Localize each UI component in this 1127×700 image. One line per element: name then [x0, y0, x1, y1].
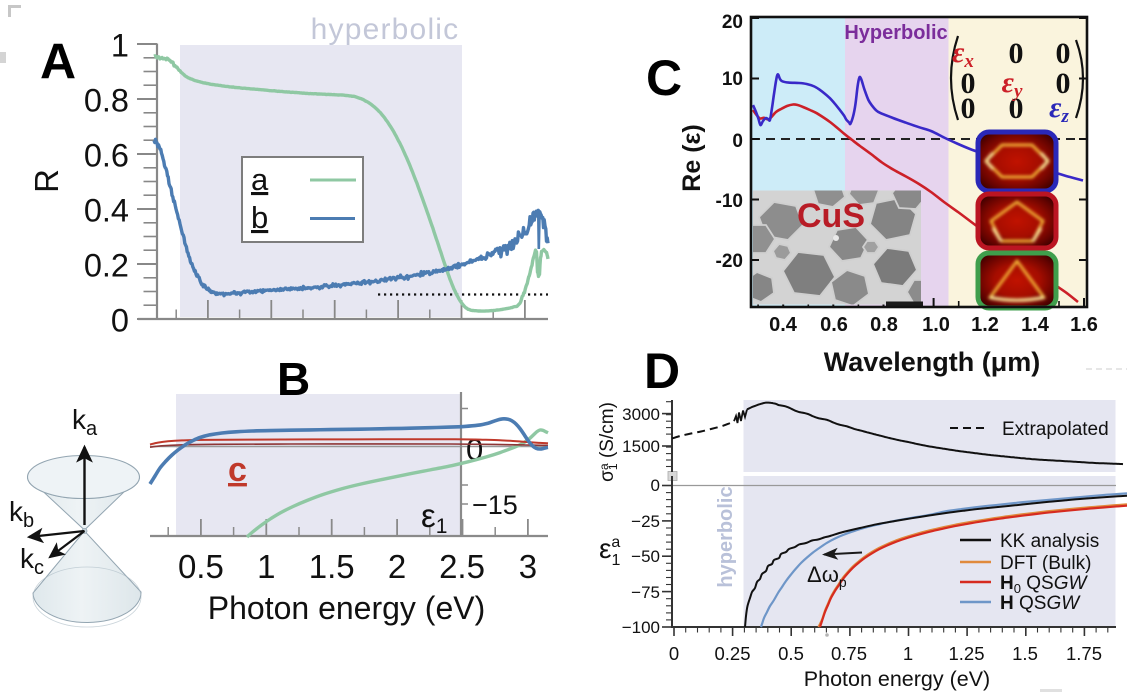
svg-text:−15: −15: [472, 490, 518, 520]
svg-text:1.75: 1.75: [1066, 643, 1102, 664]
svg-text:0: 0: [669, 643, 679, 664]
svg-text:a: a: [251, 162, 269, 197]
svg-text:R: R: [28, 169, 65, 193]
svg-text:DFT (Bulk): DFT (Bulk): [1000, 553, 1091, 574]
svg-text:0: 0: [961, 92, 976, 125]
svg-text:-10: -10: [716, 191, 743, 212]
svg-text:CuS: CuS: [797, 197, 865, 235]
svg-text:1.2: 1.2: [971, 314, 999, 336]
svg-text:0.5: 0.5: [778, 643, 804, 664]
svg-text:b: b: [251, 200, 268, 235]
svg-text:B: B: [277, 353, 310, 405]
svg-text:3000: 3000: [622, 405, 660, 424]
svg-text:-20: -20: [716, 251, 743, 272]
svg-text:1.4: 1.4: [1021, 314, 1050, 336]
svg-text:0: 0: [1009, 37, 1024, 70]
svg-text:0.4: 0.4: [769, 314, 798, 336]
svg-text:0: 0: [1056, 37, 1071, 70]
svg-text:2: 2: [388, 548, 406, 585]
svg-text:1500: 1500: [622, 437, 660, 456]
svg-text:1.25: 1.25: [948, 643, 984, 664]
svg-text:C: C: [646, 50, 682, 106]
svg-text:0.6: 0.6: [84, 138, 129, 174]
svg-text:−25: −25: [631, 512, 660, 531]
svg-text:A: A: [40, 34, 76, 90]
svg-text:H0 QSGW: H0 QSGW: [1000, 573, 1088, 596]
svg-text:Hyperbolic: Hyperbolic: [844, 22, 947, 44]
svg-text:Wavelength (μm): Wavelength (μm): [824, 347, 1041, 377]
svg-text:D: D: [644, 343, 680, 399]
svg-text:0.8: 0.8: [84, 83, 129, 119]
svg-text:0: 0: [651, 476, 660, 495]
svg-text:2.5: 2.5: [439, 548, 485, 585]
svg-text:1: 1: [257, 548, 275, 585]
svg-text:0: 0: [961, 67, 976, 100]
svg-text:c: c: [228, 451, 247, 489]
svg-text:0.2: 0.2: [84, 248, 129, 284]
svg-text:H QSGW: H QSGW: [1000, 593, 1081, 614]
svg-text:Photon energy (eV): Photon energy (eV): [208, 590, 486, 626]
svg-text:1.5: 1.5: [309, 548, 355, 585]
svg-text:KK analysis: KK analysis: [1000, 531, 1099, 552]
svg-text:0: 0: [1056, 67, 1071, 100]
svg-text:Re (ε): Re (ε): [678, 124, 706, 191]
svg-text:ε1a: ε1a: [599, 533, 620, 569]
svg-text:0: 0: [1009, 92, 1024, 125]
svg-text:0.6: 0.6: [820, 314, 848, 336]
svg-text:0.75: 0.75: [831, 643, 867, 664]
svg-text:Photon energy (eV): Photon energy (eV): [804, 667, 990, 691]
svg-text:hyperbolic: hyperbolic: [311, 13, 460, 46]
svg-text:0.4: 0.4: [84, 193, 129, 229]
svg-text:0.25: 0.25: [714, 643, 750, 664]
svg-text:3: 3: [519, 548, 537, 585]
svg-text:0: 0: [732, 131, 743, 152]
svg-text:1.0: 1.0: [922, 314, 950, 336]
svg-text:−75: −75: [631, 583, 660, 602]
svg-text:1.6: 1.6: [1070, 314, 1098, 336]
svg-text:20: 20: [722, 12, 743, 33]
svg-text:0: 0: [111, 303, 129, 339]
svg-text:10: 10: [722, 69, 743, 90]
svg-text:0.5: 0.5: [178, 548, 224, 585]
svg-text:hyperbolic: hyperbolic: [715, 486, 737, 587]
svg-text:1: 1: [111, 28, 129, 64]
svg-text:0.8: 0.8: [870, 314, 898, 336]
svg-text:1: 1: [903, 643, 913, 664]
svg-text:σ1a (S/cm): σ1a (S/cm): [597, 402, 620, 482]
svg-text:1.5: 1.5: [1012, 643, 1038, 664]
svg-text:−100: −100: [622, 618, 660, 637]
svg-text:−50: −50: [631, 547, 660, 566]
svg-text:Extrapolated: Extrapolated: [1002, 419, 1109, 440]
